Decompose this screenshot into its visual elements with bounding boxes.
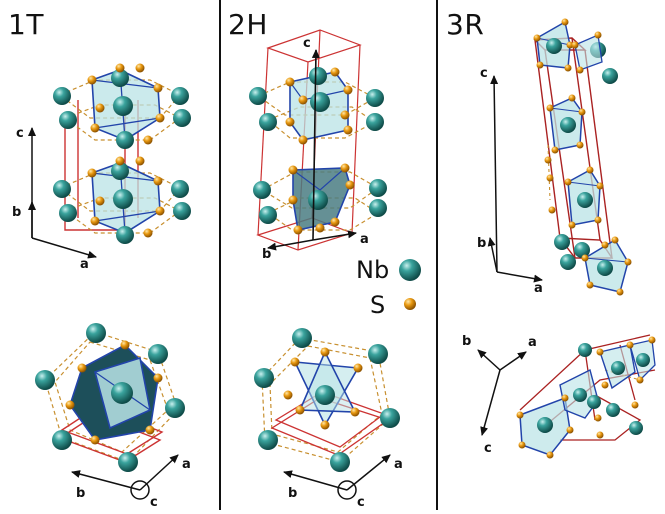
prism-3r-3 — [546, 166, 604, 229]
axis-label-b: b — [76, 486, 85, 501]
nb-legend-marker — [399, 259, 421, 281]
panel-title-2h: 2H — [228, 8, 268, 41]
axis-label-a: a — [534, 281, 543, 296]
axis-label-c: c — [357, 495, 365, 510]
panel-1t-side-view: c b a — [12, 63, 191, 272]
panel-title-1t: 1T — [8, 8, 44, 41]
panel-1t-top-view: a b c — [35, 323, 191, 510]
layer-2h-lower — [253, 163, 387, 235]
axis-label-b: b — [12, 205, 21, 220]
prism-3r-2 — [544, 94, 586, 164]
axis-label-b: b — [262, 247, 271, 262]
axis-triad-1t-top — [71, 454, 179, 500]
axis-triad-3r-oblique — [477, 349, 527, 436]
axis-triad-2h-top — [283, 454, 391, 500]
axis-label-b: b — [477, 236, 486, 251]
axis-label-c: c — [484, 441, 492, 456]
layer-1t-lower — [53, 156, 191, 244]
panel-title-3r: 3R — [446, 8, 485, 41]
panel-2h-top-view: a b c — [254, 328, 403, 510]
axis-triad-2h — [267, 49, 357, 251]
nb-legend-label: Nb — [356, 256, 390, 284]
axis-label-c: c — [480, 66, 488, 81]
axis-label-c: c — [150, 495, 158, 510]
prism-3r-1 — [533, 18, 618, 84]
axis-label-b: b — [462, 334, 471, 349]
prism-3r-4 — [554, 234, 632, 296]
axis-label-a: a — [80, 257, 89, 272]
s-legend-marker — [404, 298, 416, 310]
panel-3r-side-view: c b a — [477, 18, 632, 296]
panel-2h-side-view: c b a — [249, 29, 387, 262]
axis-label-c: c — [16, 126, 24, 141]
s-legend-label: S — [370, 291, 386, 319]
layer-2h-upper — [249, 67, 384, 145]
axis-triad-3r — [487, 75, 543, 283]
axis-label-a: a — [528, 335, 537, 350]
layer-1t-upper — [53, 63, 191, 149]
axis-label-a: a — [182, 457, 191, 472]
axis-label-c: c — [303, 36, 311, 51]
panel-3r-oblique-view: b a c — [462, 334, 656, 459]
axis-label-b: b — [288, 486, 297, 501]
axis-label-a: a — [360, 232, 369, 247]
axis-label-a: a — [394, 457, 403, 472]
axis-triad-1t — [28, 127, 97, 259]
